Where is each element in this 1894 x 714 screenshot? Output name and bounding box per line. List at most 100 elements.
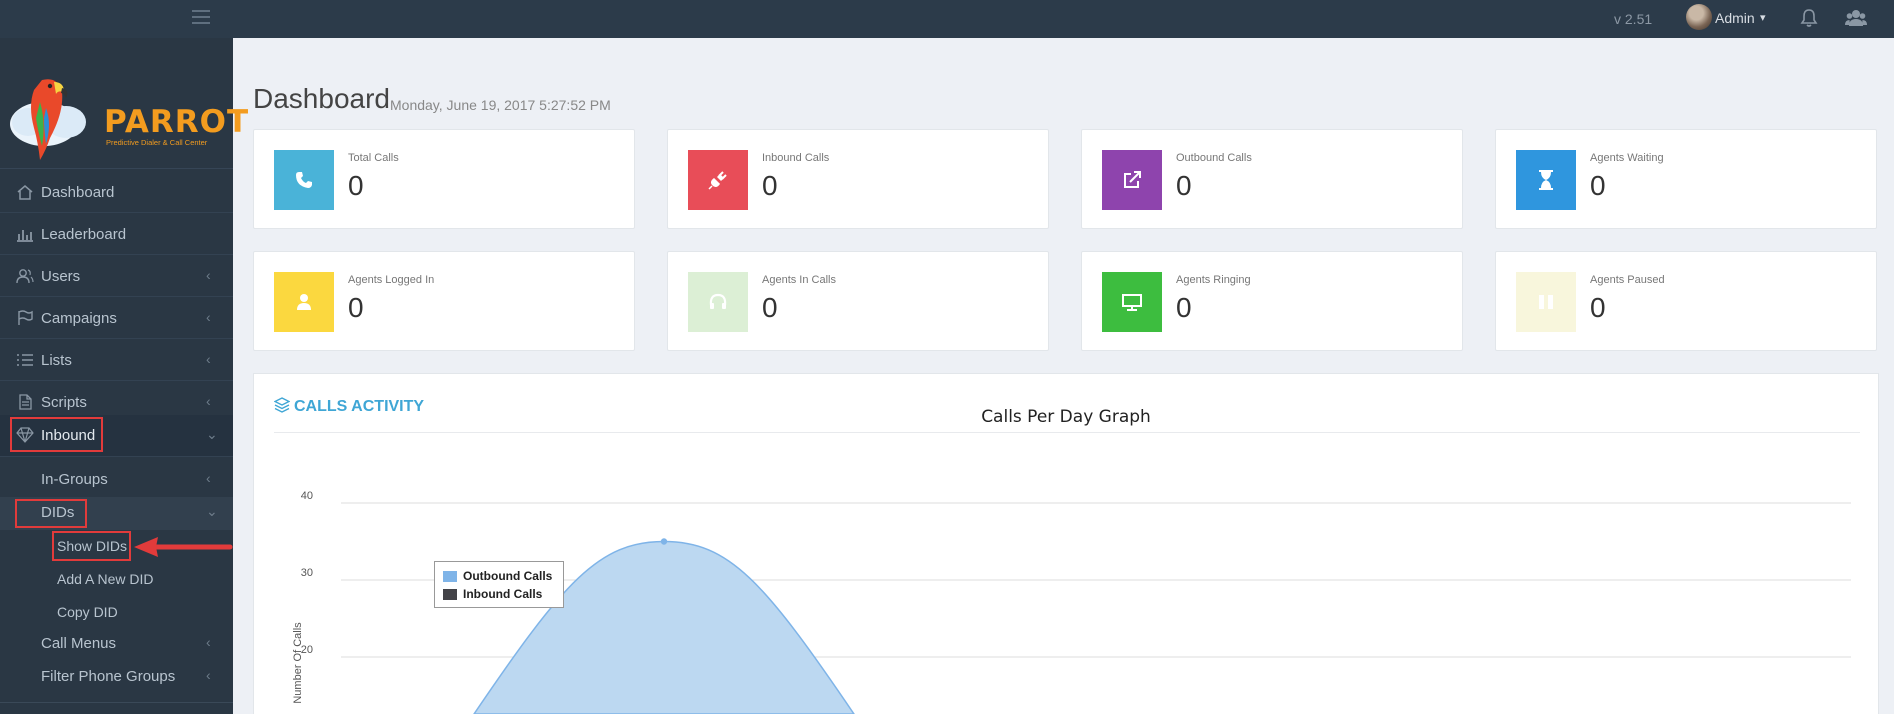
stat-card-total-calls: Total Calls 0 <box>253 129 635 229</box>
sidebar-item-label: Dashboard <box>41 184 115 201</box>
legend-label: Inbound Calls <box>463 587 543 601</box>
chevron-left-icon: ‹ <box>206 309 211 325</box>
layers-icon <box>273 397 291 418</box>
y-tick-label: 30 <box>301 567 313 579</box>
stat-value: 0 <box>1176 170 1192 201</box>
stat-label: Agents Paused <box>1590 274 1665 286</box>
stat-card-agents-paused: Agents Paused 0 <box>1495 251 1877 351</box>
user-menu-name[interactable]: Admin <box>1715 10 1755 26</box>
pause-icon <box>1516 272 1576 332</box>
avatar[interactable] <box>1686 4 1712 30</box>
stat-label: Total Calls <box>348 152 399 164</box>
sidebar-subitem-filter-phone-groups[interactable]: Filter Phone Groups ‹ <box>0 661 233 694</box>
sidebar-item-leaderboard[interactable]: Leaderboard <box>0 214 233 255</box>
chevron-left-icon: ‹ <box>206 470 211 486</box>
chevron-left-icon: ‹ <box>206 667 211 683</box>
stat-card-agents-logged-in: Agents Logged In 0 <box>253 251 635 351</box>
legend-label: Outbound Calls <box>463 569 553 583</box>
sidebar-item-campaigns[interactable]: Campaigns ‹ <box>0 298 233 339</box>
y-axis-label: Number Of Calls <box>292 622 304 704</box>
headset-icon <box>688 272 748 332</box>
sidebar-subitem-dids[interactable]: DIDs ⌄ <box>0 497 233 530</box>
stat-card-agents-in-calls: Agents In Calls 0 <box>667 251 1049 351</box>
chevron-left-icon: ‹ <box>206 393 211 409</box>
sidebar-divider <box>0 168 233 169</box>
chevron-down-icon: ⌄ <box>206 503 218 519</box>
hourglass-icon <box>1516 150 1576 210</box>
chevron-down-icon: ⌄ <box>206 426 218 442</box>
sidebar-item-inbound[interactable]: Inbound ⌄ <box>0 415 233 457</box>
y-tick-label: 20 <box>301 644 313 656</box>
legend-swatch <box>443 589 457 600</box>
sidebar-divider <box>0 702 233 703</box>
external-link-icon <box>1102 150 1162 210</box>
sidebar-item-label: Show DIDs <box>57 538 128 554</box>
stat-label: Agents Waiting <box>1590 152 1664 164</box>
stat-card-outbound-calls: Outbound Calls 0 <box>1081 129 1463 229</box>
sidebar-item-lists[interactable]: Lists ‹ <box>0 340 233 381</box>
panel-divider <box>274 432 1860 433</box>
bell-icon[interactable] <box>1800 8 1818 33</box>
chart-legend[interactable]: Outbound Calls Inbound Calls <box>434 561 564 608</box>
stat-value: 0 <box>1176 292 1192 323</box>
home-icon <box>16 184 34 200</box>
list-icon <box>16 352 34 368</box>
stat-card-agents-waiting: Agents Waiting 0 <box>1495 129 1877 229</box>
stat-value: 0 <box>762 292 778 323</box>
flag-icon <box>16 310 34 326</box>
stat-card-agents-ringing: Agents Ringing 0 <box>1081 251 1463 351</box>
stat-value: 0 <box>348 170 364 201</box>
menu-icon[interactable] <box>192 10 210 24</box>
panel-title: CALLS ACTIVITY <box>294 398 425 415</box>
sidebar-subitem-show-dids[interactable]: Show DIDs <box>0 530 233 563</box>
sidebar-item-label: Leaderboard <box>41 226 127 243</box>
chart-title: Calls Per Day Graph <box>981 407 1151 427</box>
users-icon[interactable] <box>1845 8 1867 33</box>
calls-per-day-chart: Calls Per Day Graph 20 30 40 Number Of Calls <box>292 407 1851 714</box>
highlight-box-dids <box>15 499 87 528</box>
sidebar-item-dashboard[interactable]: Dashboard <box>0 172 233 213</box>
sidebar-item-label: In-Groups <box>41 471 108 488</box>
user-icon <box>274 272 334 332</box>
data-point-outbound-peak <box>660 538 668 545</box>
sidebar-item-label: DIDs <box>41 504 75 521</box>
stat-label: Outbound Calls <box>1176 152 1252 164</box>
stat-card-inbound-calls: Inbound Calls 0 <box>667 129 1049 229</box>
sidebar-item-label: Call Menus <box>41 635 117 652</box>
page-title: Dashboard <box>253 83 390 114</box>
users-icon <box>16 268 34 284</box>
sidebar-item-label: Users <box>41 268 81 285</box>
stat-value: 0 <box>1590 170 1606 201</box>
sidebar-subitem-in-groups[interactable]: In-Groups ‹ <box>0 464 233 497</box>
stat-value: 0 <box>348 292 364 323</box>
sidebar-item-label: Campaigns <box>41 310 117 327</box>
plug-icon <box>688 150 748 210</box>
document-icon <box>16 394 34 410</box>
diamond-icon <box>16 427 34 443</box>
top-navbar: v 2.51 Admin ▾ <box>0 0 1894 38</box>
stat-label: Agents In Calls <box>762 274 836 286</box>
highlight-box-inbound <box>10 417 103 452</box>
version-label: v 2.51 <box>1614 11 1653 27</box>
sidebar-item-users[interactable]: Users ‹ <box>0 256 233 297</box>
sidebar-item-label: Filter Phone Groups <box>41 668 176 685</box>
highlight-box-show-dids <box>52 531 131 561</box>
chevron-left-icon: ‹ <box>206 267 211 283</box>
sidebar-subitem-add-new-did[interactable]: Add A New DID <box>0 563 233 596</box>
chevron-left-icon: ‹ <box>206 634 211 650</box>
stat-value: 0 <box>762 170 778 201</box>
annotation-arrow <box>134 537 233 557</box>
stat-label: Agents Logged In <box>348 274 435 286</box>
stat-label: Inbound Calls <box>762 152 830 164</box>
y-tick-label: 40 <box>301 490 313 502</box>
sidebar-item-label: Scripts <box>41 394 87 411</box>
sidebar-subitem-call-menus[interactable]: Call Menus ‹ <box>0 628 233 661</box>
phone-icon <box>274 150 334 210</box>
chevron-left-icon: ‹ <box>206 351 211 367</box>
brand-tagline: Predictive Dialer & Call Center <box>106 138 208 147</box>
sidebar-subitem-copy-did[interactable]: Copy DID <box>0 596 233 629</box>
brand-name: PARROT <box>104 104 250 140</box>
chevron-down-icon[interactable]: ▾ <box>1760 12 1766 24</box>
stat-value: 0 <box>1590 292 1606 323</box>
brand-logo[interactable]: PARROT Predictive Dialer & Call Center <box>6 60 248 190</box>
